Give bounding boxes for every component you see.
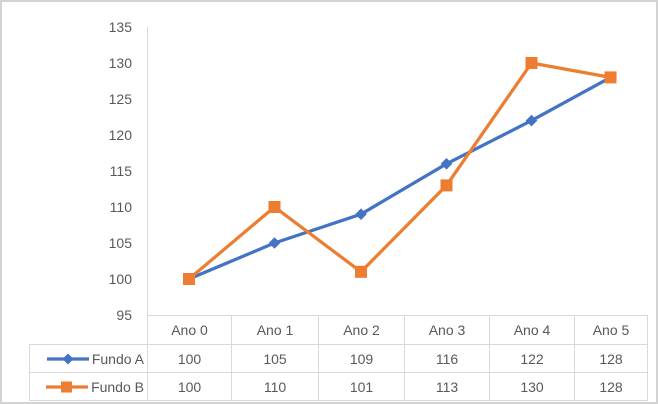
legend: Fundo A Fundo B <box>29 344 148 401</box>
data-table: Ano 0 Ano 1 Ano 2 Ano 3 Ano 4 Ano 5 100 105 109 1… <box>147 315 648 401</box>
legend-item-fundo-b[interactable]: Fundo B <box>30 373 148 401</box>
legend-key-marker <box>62 353 74 364</box>
table-header-cell: Ano 0 <box>148 316 232 345</box>
table-value-cell: 128 <box>575 345 648 373</box>
table-value-cell: 113 <box>405 373 490 401</box>
series-line <box>187 61 613 281</box>
table-header-cell: Ano 3 <box>405 316 490 345</box>
series-fundo-b[interactable] <box>183 57 617 285</box>
table-header-cell: Ano 2 <box>319 316 405 345</box>
table-header-cell: Ano 5 <box>575 316 648 345</box>
data-point-marker <box>604 71 617 84</box>
table-value-cell: 130 <box>490 373 575 401</box>
data-point-marker <box>355 265 367 278</box>
data-point-marker <box>440 158 453 170</box>
table-value-cell: 110 <box>232 373 319 401</box>
series-line <box>187 75 613 281</box>
y-axis-tick-label: 130 <box>108 55 132 71</box>
data-point-marker <box>355 208 367 220</box>
y-axis-tick-label: 105 <box>108 235 132 251</box>
table-header-cell: Ano 4 <box>490 316 575 345</box>
series-fundo-a[interactable] <box>183 71 617 285</box>
data-point-marker <box>268 237 281 249</box>
y-axis-tick-label: 115 <box>109 163 132 179</box>
data-point-marker <box>183 273 195 285</box>
legend-label: Fundo B <box>91 378 144 395</box>
data-point-marker <box>268 201 281 213</box>
y-axis-tick-label: 100 <box>108 271 132 287</box>
y-axis-tick-label: 110 <box>109 199 132 215</box>
table-value-cell: 116 <box>405 345 490 373</box>
table-value-cell: 100 <box>148 345 232 373</box>
legend-key-marker <box>61 381 73 392</box>
data-point-marker <box>440 179 453 192</box>
data-point-marker <box>525 57 538 69</box>
legend-label: Fundo A <box>91 350 144 367</box>
table-value-cell: 100 <box>148 373 232 401</box>
legend-key-square-icon <box>46 381 89 392</box>
table-value-cell: 122 <box>490 345 575 373</box>
table-header-cell: Ano 1 <box>232 316 319 345</box>
legend-item-fundo-a[interactable]: Fundo A <box>30 345 148 373</box>
y-axis-tick-label: 120 <box>108 127 132 143</box>
data-point-marker <box>525 114 538 127</box>
table-value-cell: 105 <box>232 345 319 373</box>
legend-key-diamond-icon <box>46 353 89 364</box>
y-axis-tick-label: 125 <box>108 91 132 107</box>
y-axis-tick-label: 135 <box>108 19 132 35</box>
table-value-cell: 128 <box>575 373 648 401</box>
y-axis-tick-label: 95 <box>116 307 132 323</box>
table-value-cell: 109 <box>319 345 405 373</box>
table-value-cell: 101 <box>319 373 405 401</box>
